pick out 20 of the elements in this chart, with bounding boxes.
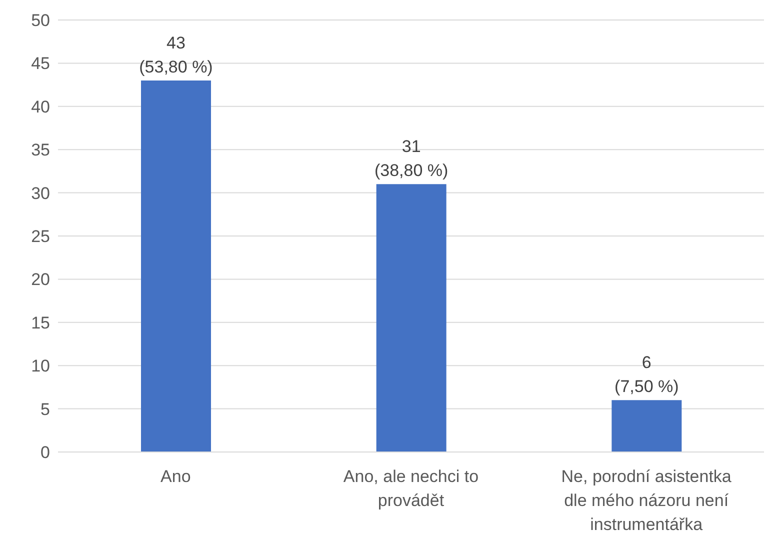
- y-tick-label: 5: [40, 400, 50, 419]
- data-label: 43 (53,80 %): [139, 33, 213, 76]
- y-tick-label: 50: [31, 11, 50, 30]
- y-tick-label: 25: [31, 227, 50, 246]
- y-tick-label: 35: [31, 140, 50, 160]
- y-tick-label: 40: [31, 97, 50, 116]
- y-tick-label: 15: [31, 313, 50, 332]
- y-tick-label: 0: [40, 443, 50, 462]
- x-tick-label: Ne, porodní asistentka dle mého názoru není instrumentářka: [561, 467, 732, 534]
- y-tick-label: 20: [31, 270, 50, 290]
- y-tick-label: 10: [31, 356, 50, 376]
- bar: [141, 80, 211, 452]
- bar: [376, 184, 446, 452]
- data-label: 31 (38,80 %): [374, 137, 448, 180]
- x-tick-label: Ano: [160, 467, 191, 486]
- data-label: 6 (7,50 %): [614, 353, 679, 396]
- bar: [612, 400, 682, 452]
- x-tick-label: Ano, ale nechci to provádět: [343, 467, 479, 510]
- y-tick-label: 30: [31, 184, 50, 203]
- y-tick-label: 45: [31, 54, 50, 74]
